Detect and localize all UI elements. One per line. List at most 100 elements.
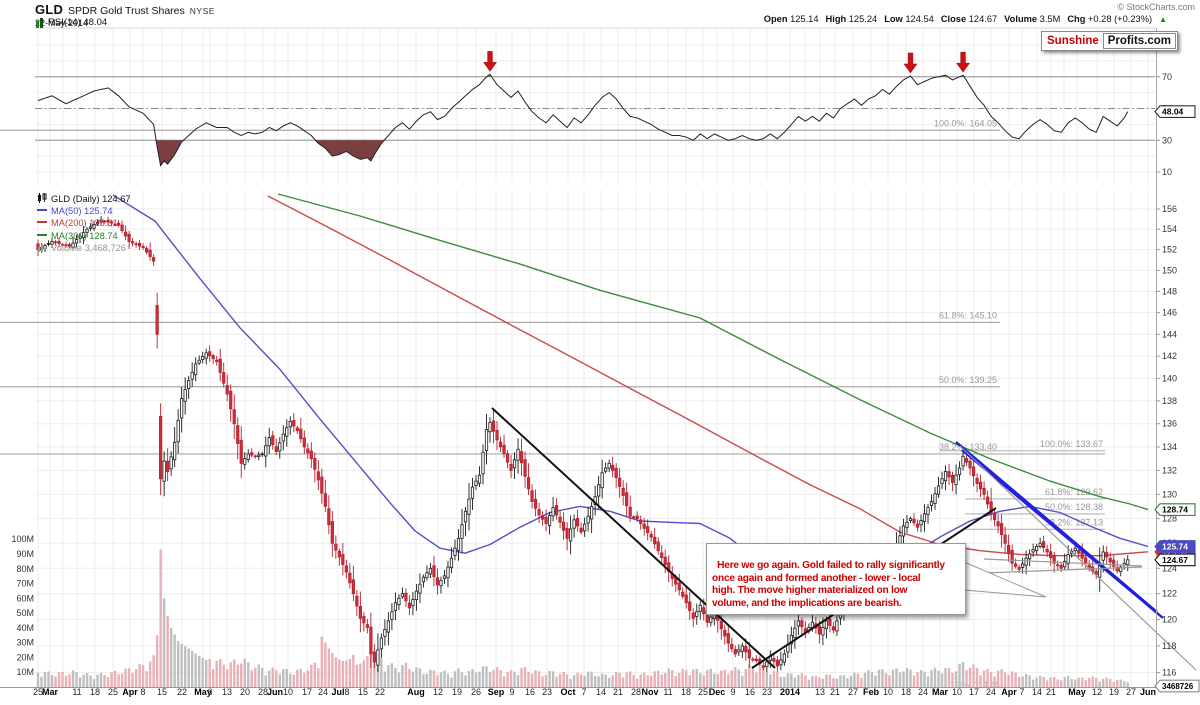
date-axis-label: 6 xyxy=(207,687,212,697)
volume-bar xyxy=(254,667,257,687)
volume-bar xyxy=(499,670,502,687)
candle-body xyxy=(1077,549,1081,554)
volume-bar xyxy=(1007,674,1010,687)
candle-body xyxy=(138,242,142,247)
volume-bar xyxy=(1126,682,1129,687)
volume-bar xyxy=(783,676,786,687)
candle-body xyxy=(418,583,422,594)
volume-bar xyxy=(282,669,285,687)
candle-body xyxy=(467,498,471,515)
volume-bar xyxy=(870,672,874,687)
volume-bar xyxy=(296,669,299,687)
volume-bar xyxy=(155,635,159,687)
candle-body xyxy=(1017,566,1021,570)
volume-bar xyxy=(212,669,215,687)
candle-body xyxy=(747,649,751,659)
candle-body xyxy=(618,477,622,487)
quote-label: Close xyxy=(940,14,969,24)
volume-bar xyxy=(734,667,737,687)
candle-body xyxy=(390,611,394,620)
rsi-oversold-fill xyxy=(315,140,385,161)
candle-body xyxy=(439,579,443,587)
date-axis-label: 9 xyxy=(509,687,514,697)
volume-bar xyxy=(895,668,898,687)
volume-bar xyxy=(751,666,755,687)
volume-bar xyxy=(930,670,933,687)
candle-body xyxy=(1066,554,1070,565)
ma-line-icon xyxy=(37,205,47,217)
volume-bar xyxy=(194,653,197,687)
volume-bar xyxy=(621,677,625,687)
volume-bar xyxy=(47,671,50,687)
volume-bar xyxy=(853,672,856,687)
volume-bar xyxy=(569,678,572,687)
candle-body xyxy=(943,471,948,482)
candle-body xyxy=(456,537,461,551)
volume-bar xyxy=(618,672,621,687)
down-arrow-icon xyxy=(956,51,971,73)
quote-value: +0.28 (+0.23%) xyxy=(1087,14,1153,24)
volume-bar xyxy=(916,672,919,687)
candle-body xyxy=(779,659,783,666)
date-axis-label: 9 xyxy=(730,687,735,697)
volume-bar xyxy=(832,678,835,687)
volume-bar xyxy=(187,648,190,687)
candle-body xyxy=(173,441,177,461)
candle-body xyxy=(547,515,552,526)
candle-body xyxy=(1052,555,1056,564)
date-axis-label: 16 xyxy=(745,687,755,697)
candle-body xyxy=(453,547,457,556)
candle-body xyxy=(544,516,548,524)
price-axis-label: 146 xyxy=(1162,308,1177,318)
date-axis-month-label: May xyxy=(1068,687,1086,697)
volume-bar xyxy=(1091,676,1094,687)
volume-bar xyxy=(961,662,965,687)
volume-bar xyxy=(635,678,639,687)
price-badge xyxy=(1154,540,1196,553)
volume-bar xyxy=(944,668,947,687)
volume-bar xyxy=(429,669,432,687)
volume-bar xyxy=(937,670,940,687)
date-axis-month-label: Nov xyxy=(641,687,658,697)
volume-bar xyxy=(958,663,961,687)
date-axis-label: 18 xyxy=(681,687,691,697)
volume-bar xyxy=(436,675,439,687)
quote-label: High xyxy=(825,14,849,24)
volume-bar xyxy=(190,651,194,687)
candle-body xyxy=(102,220,107,223)
volume-bar xyxy=(951,673,954,687)
volume-bar xyxy=(397,672,401,687)
candle-body xyxy=(950,474,955,483)
volume-bar xyxy=(54,676,57,687)
volume-bar xyxy=(699,673,702,687)
volume-bar xyxy=(765,671,769,687)
date-axis-label: 14 xyxy=(1032,687,1042,697)
volume-bar xyxy=(327,648,331,687)
chart-date: 22-May-2014 xyxy=(35,18,89,28)
candle-body xyxy=(1010,549,1014,564)
down-arrow-icon xyxy=(903,52,918,74)
trendline-gray xyxy=(983,558,1143,567)
volume-bar xyxy=(954,671,958,687)
candle-body xyxy=(502,444,506,455)
volume-bar xyxy=(1084,679,1087,687)
candle-body xyxy=(709,616,713,623)
candle-body xyxy=(576,518,580,527)
candle-body xyxy=(404,592,408,602)
price-badge-text: 124.67 xyxy=(1162,555,1188,565)
date-axis-label: 23 xyxy=(542,687,552,697)
volume-bar xyxy=(201,657,204,687)
volume-bar xyxy=(516,674,520,687)
date-axis-label: 14 xyxy=(596,687,606,697)
volume-bar xyxy=(856,673,860,687)
volume-bar xyxy=(317,668,320,687)
copyright-label: © StockCharts.com xyxy=(1117,2,1195,12)
volume-bar xyxy=(565,674,569,687)
candle-body xyxy=(754,658,758,661)
candle-body xyxy=(239,439,243,464)
volume-bar xyxy=(78,677,82,687)
candle-body xyxy=(635,515,639,519)
volume-bar xyxy=(488,671,492,687)
volume-bar xyxy=(1000,669,1003,687)
volume-bar xyxy=(541,676,544,687)
